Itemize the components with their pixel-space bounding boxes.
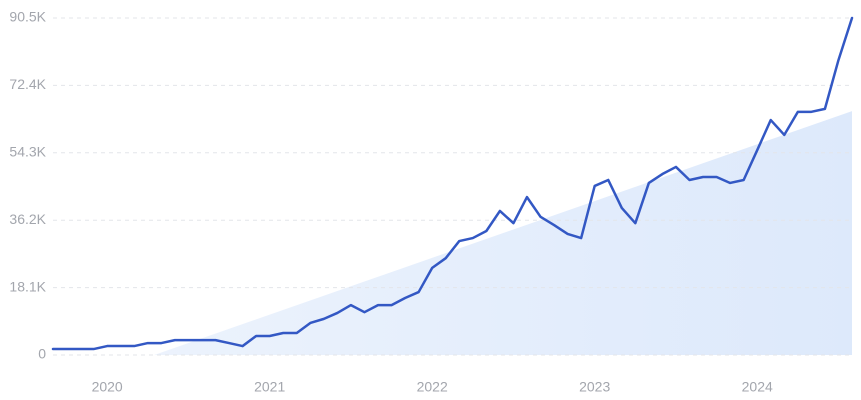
y-tick-label: 72.4K bbox=[9, 76, 46, 92]
y-tick-label: 36.2K bbox=[9, 211, 46, 227]
x-tick-label: 2020 bbox=[92, 379, 123, 395]
x-tick-label: 2023 bbox=[579, 379, 610, 395]
y-tick-label: 54.3K bbox=[9, 144, 46, 160]
x-tick-label: 2022 bbox=[417, 379, 448, 395]
x-tick-label: 2024 bbox=[742, 379, 773, 395]
x-tick-label: 2021 bbox=[254, 379, 285, 395]
trend-line bbox=[51, 16, 854, 351]
y-tick-label: 18.1K bbox=[9, 278, 46, 294]
y-tick-label: 0 bbox=[38, 346, 46, 362]
y-tick-label: 90.5K bbox=[9, 9, 46, 25]
trend-area bbox=[53, 111, 852, 355]
